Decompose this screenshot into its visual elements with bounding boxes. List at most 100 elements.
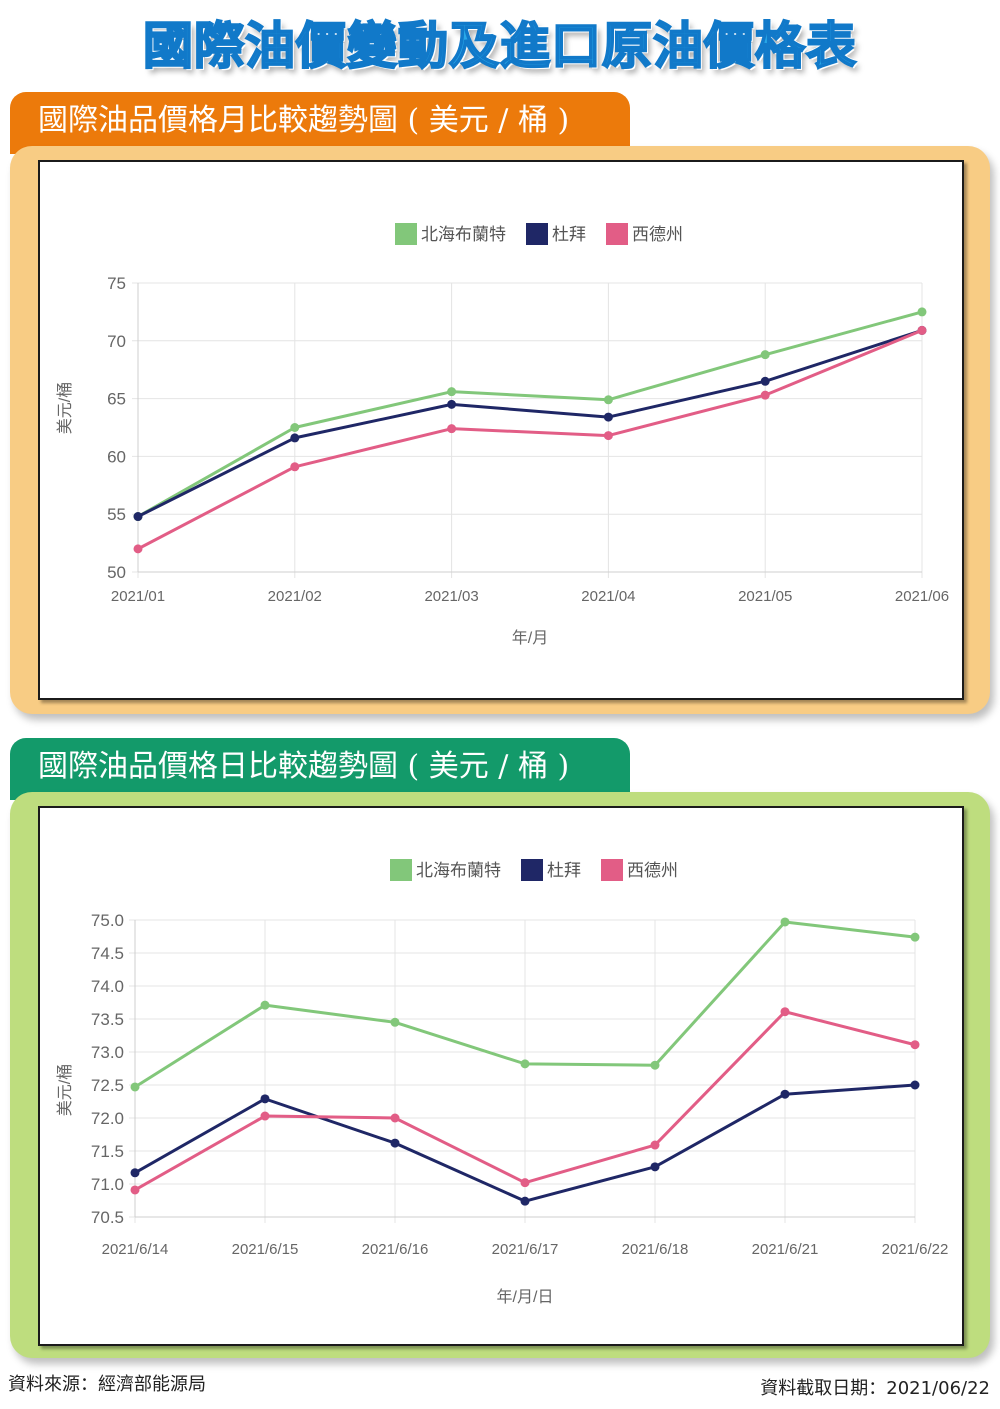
data-point[interactable] <box>760 390 770 400</box>
data-point[interactable] <box>760 350 770 360</box>
data-point[interactable] <box>133 512 143 522</box>
x-tick-label: 2021/6/16 <box>362 1241 429 1258</box>
data-point[interactable] <box>603 395 613 405</box>
data-point[interactable] <box>917 307 927 317</box>
data-point[interactable] <box>133 544 143 554</box>
data-point[interactable] <box>650 1140 660 1150</box>
legend-label: 杜拜 <box>552 225 586 244</box>
y-tick-label: 73.0 <box>91 1043 124 1062</box>
x-axis-title: 年/月 <box>512 629 548 647</box>
y-tick-label: 72.5 <box>91 1076 124 1095</box>
x-tick-label: 2021/6/14 <box>102 1241 169 1258</box>
x-tick-label: 2021/01 <box>111 588 165 605</box>
data-point[interactable] <box>910 1080 920 1090</box>
data-point[interactable] <box>603 431 613 441</box>
source-note: 資料來源：經濟部能源局 <box>8 1374 206 1395</box>
x-tick-label: 2021/04 <box>581 588 635 605</box>
data-point[interactable] <box>917 325 927 335</box>
legend-label: 北海布蘭特 <box>416 861 501 880</box>
data-point[interactable] <box>650 1162 660 1172</box>
x-axis-title: 年/月/日 <box>497 1288 554 1306</box>
x-tick-label: 2021/02 <box>268 588 322 605</box>
y-axis-title: 美元/桶 <box>56 1064 74 1116</box>
y-tick-label: 71.5 <box>91 1142 124 1161</box>
data-point[interactable] <box>260 1111 270 1121</box>
legend-label: 杜拜 <box>547 861 581 880</box>
data-point[interactable] <box>780 917 790 927</box>
legend-swatch <box>521 859 543 881</box>
y-axis-title: 美元/桶 <box>56 382 74 434</box>
data-point[interactable] <box>650 1060 660 1070</box>
data-point[interactable] <box>390 1017 400 1027</box>
daily-heading: 國際油品價格日比較趨勢圖 ( 美元 / 桶 ) <box>38 749 570 784</box>
data-point[interactable] <box>290 462 300 472</box>
data-point[interactable] <box>603 412 613 422</box>
legend-item[interactable]: 北海布蘭特 <box>395 223 506 245</box>
data-point[interactable] <box>760 376 770 386</box>
monthly-line-chart: 75 70 65 60 55 50 2021/01 2021/02 2021/03 2021/04… <box>56 223 949 647</box>
legend-label: 西德州 <box>632 225 683 244</box>
y-tick-label: 65 <box>107 390 126 409</box>
series-line <box>137 329 923 551</box>
y-tick-label: 60 <box>107 447 126 466</box>
y-tick-label: 50 <box>107 563 126 582</box>
legend-item[interactable]: 西德州 <box>601 859 678 881</box>
legend-swatch <box>601 859 623 881</box>
daily-chart: 75.0 74.5 74.0 73.5 73.0 72.5 72.0 71.5 71.0 70.5… <box>38 806 964 1346</box>
data-point[interactable] <box>447 387 457 397</box>
x-tick-label: 2021/6/21 <box>752 1241 819 1258</box>
legend-item[interactable]: 北海布蘭特 <box>390 859 501 881</box>
data-point[interactable] <box>910 1040 920 1050</box>
y-tick-label: 55 <box>107 505 126 524</box>
y-tick-label: 75 <box>107 274 126 293</box>
legend-label: 西德州 <box>627 861 678 880</box>
x-tick-label: 2021/6/17 <box>492 1241 559 1258</box>
data-point[interactable] <box>520 1196 530 1206</box>
daily-heading-tab: 國際油品價格日比較趨勢圖 ( 美元 / 桶 ) <box>10 738 630 800</box>
legend-item[interactable]: 西德州 <box>606 223 683 245</box>
data-point[interactable] <box>290 433 300 443</box>
legend-swatch <box>390 859 412 881</box>
legend-swatch <box>395 223 417 245</box>
data-point[interactable] <box>130 1082 140 1092</box>
y-tick-label: 70.5 <box>91 1208 124 1227</box>
data-point[interactable] <box>447 424 457 434</box>
data-point[interactable] <box>130 1168 140 1178</box>
y-tick-label: 71.0 <box>91 1175 124 1194</box>
series-line <box>137 328 923 518</box>
data-point[interactable] <box>520 1178 530 1188</box>
legend-label: 北海布蘭特 <box>421 225 506 244</box>
data-point[interactable] <box>780 1007 790 1017</box>
y-tick-label: 74.0 <box>91 977 124 996</box>
legend-item[interactable]: 杜拜 <box>526 223 586 245</box>
y-tick-label: 70 <box>107 332 126 351</box>
series-line <box>137 310 923 518</box>
y-tick-label: 73.5 <box>91 1010 124 1029</box>
x-tick-label: 2021/05 <box>738 588 792 605</box>
data-point[interactable] <box>260 1094 270 1104</box>
data-point[interactable] <box>290 423 300 432</box>
data-point[interactable] <box>520 1059 530 1069</box>
y-tick-label: 75.0 <box>91 911 124 930</box>
monthly-heading-tab: 國際油品價格月比較趨勢圖 ( 美元 / 桶 ) <box>10 92 630 154</box>
retrieved-date: 資料截取日期：2021/06/22 <box>760 1378 990 1399</box>
data-point[interactable] <box>910 932 920 942</box>
data-point[interactable] <box>130 1185 140 1195</box>
x-tick-label: 2021/6/18 <box>622 1241 689 1258</box>
x-tick-label: 2021/06 <box>895 588 949 605</box>
x-tick-label: 2021/6/22 <box>882 1241 949 1258</box>
data-point[interactable] <box>260 1000 270 1010</box>
monthly-heading: 國際油品價格月比較趨勢圖 ( 美元 / 桶 ) <box>38 103 570 138</box>
y-tick-label: 72.0 <box>91 1109 124 1128</box>
legend-item[interactable]: 杜拜 <box>521 859 581 881</box>
y-tick-label: 74.5 <box>91 944 124 963</box>
data-point[interactable] <box>780 1089 790 1099</box>
daily-section: 國際油品價格日比較趨勢圖 ( 美元 / 桶 ) 75.0 74.5 74.0 73.5… <box>0 738 1000 1363</box>
data-point[interactable] <box>447 399 457 409</box>
daily-line-chart: 75.0 74.5 74.0 73.5 73.0 72.5 72.0 71.5 71.0 70.5… <box>56 859 949 1306</box>
page-title: 國際油價變動及進口原油價格表 <box>142 16 857 76</box>
monthly-chart: 75 70 65 60 55 50 2021/01 2021/02 2021/03 2021/04… <box>38 160 964 700</box>
data-point[interactable] <box>390 1138 400 1148</box>
data-point[interactable] <box>390 1113 400 1123</box>
x-tick-label: 2021/03 <box>424 588 478 605</box>
